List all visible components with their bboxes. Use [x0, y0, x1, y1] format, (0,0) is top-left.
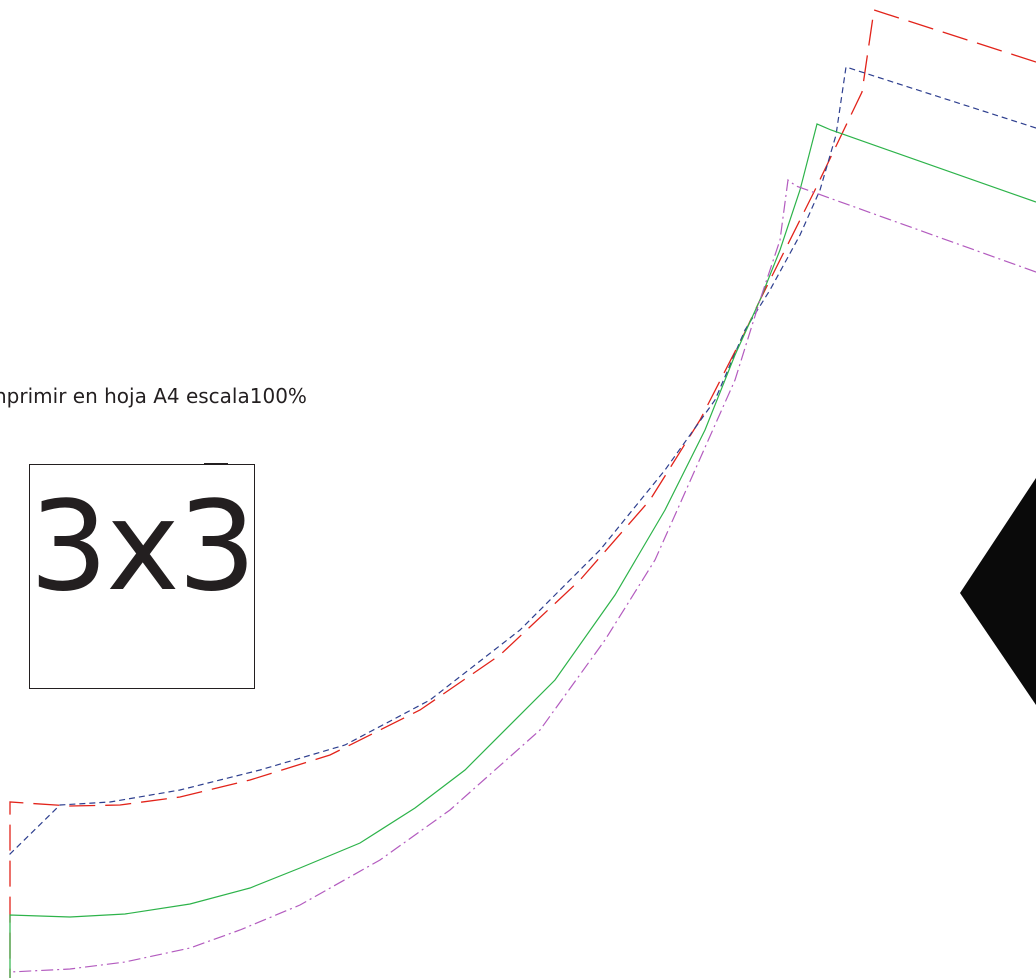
scale-reference-tick — [204, 463, 228, 465]
scale-reference-square — [29, 464, 255, 689]
pattern-outline-purple — [9, 178, 1036, 973]
pattern-outline-purple-path — [9, 178, 1036, 973]
pattern-outline-blue — [8, 66, 1036, 856]
pattern-notch-marker — [960, 478, 1036, 705]
pattern-outline-green-path — [9, 123, 1036, 978]
print-instruction-text: nprimir en hoja A4 escala100% — [0, 384, 307, 408]
pattern-outline-red — [9, 9, 1036, 978]
pattern-outline-green — [9, 123, 1036, 978]
pattern-outline-red-path — [9, 9, 1036, 978]
pattern-outline-blue-path — [8, 66, 1036, 856]
scale-reference-label: 3x3 — [29, 475, 256, 619]
